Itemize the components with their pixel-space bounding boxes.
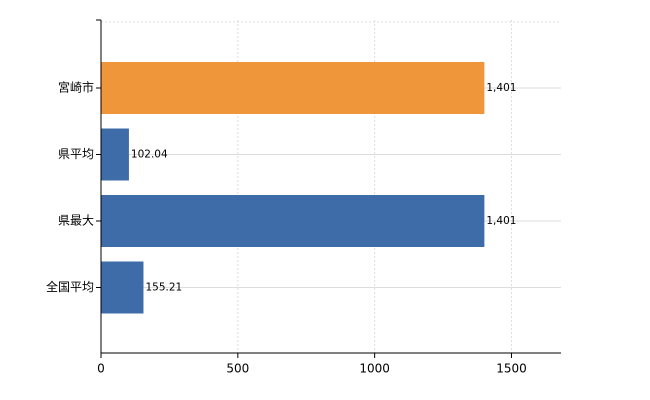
bar [101,62,485,114]
value-label: 1,401 [486,82,516,94]
x-tick-label: 1000 [359,362,390,376]
y-tick-label: 県平均 [58,147,94,161]
y-tick-label: 全国平均 [46,279,94,294]
value-label: 1,401 [486,215,516,227]
value-label: 102.04 [131,149,168,161]
value-label: 155.21 [145,282,182,294]
bar [101,261,144,314]
y-tick-label: 県最大 [58,214,94,228]
y-tick-label: 宮崎市 [58,80,94,95]
x-tick-label: 500 [226,362,249,376]
x-tick-label: 1500 [496,362,527,376]
x-tick-label: 0 [97,362,105,376]
bar [101,195,485,247]
bar [101,128,129,181]
